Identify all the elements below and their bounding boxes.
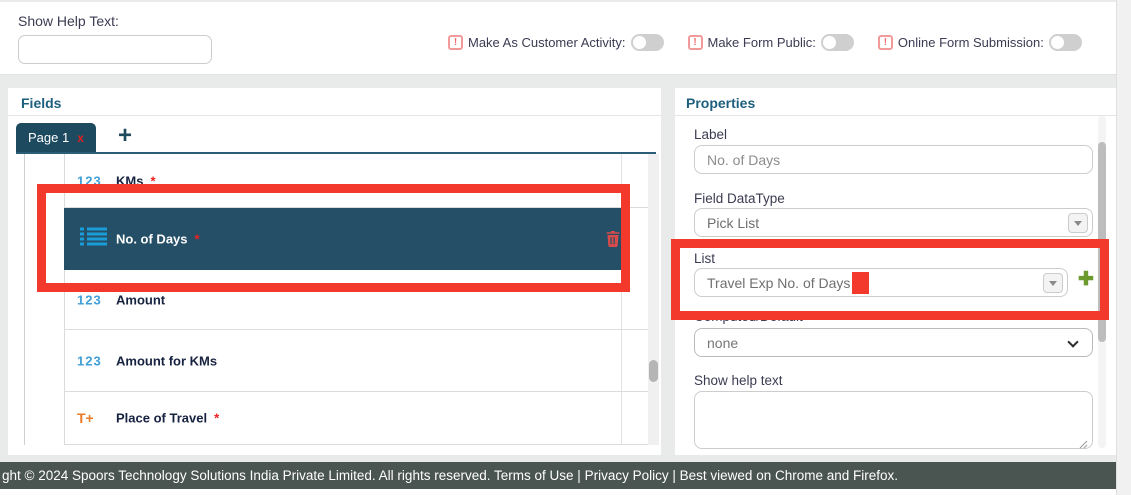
- switch-knob: [632, 35, 646, 49]
- show-help-text-property-label: Show help text: [694, 373, 783, 388]
- list-selected-value: Travel Exp No. of Days: [707, 274, 851, 291]
- scrollbar-thumb[interactable]: [649, 360, 658, 382]
- selected-row-highlight: [64, 208, 621, 270]
- computed-default-select[interactable]: none: [694, 328, 1093, 357]
- help-text-textarea[interactable]: [694, 391, 1093, 449]
- text-field-icon: T+: [77, 410, 94, 426]
- fields-panel: Fields Page 1 x + 123 KMs * No. of Days * …: [8, 88, 661, 455]
- computed-default-label: Computed/Default: [694, 309, 803, 324]
- field-row-place-of-travel[interactable]: T+ Place of Travel *: [64, 392, 656, 445]
- copyright-text: ght © 2024 Spoors Technology Solutions I…: [2, 468, 491, 483]
- required-asterisk: *: [150, 173, 156, 188]
- privacy-policy-link[interactable]: Privacy Policy: [584, 468, 669, 483]
- online-submission-label: Online Form Submission:: [897, 34, 1044, 50]
- add-list-button[interactable]: ✚: [1078, 269, 1094, 290]
- list-dropdown[interactable]: Travel Exp No. of Days: [694, 268, 1068, 297]
- label-input[interactable]: [694, 145, 1093, 174]
- required-asterisk: *: [194, 231, 200, 247]
- field-label: No. of Days *: [116, 231, 200, 247]
- divider: [621, 154, 622, 445]
- form-public-switch[interactable]: [820, 33, 854, 51]
- properties-scrollbar[interactable]: [1098, 116, 1106, 448]
- number-field-icon: 123: [77, 292, 102, 307]
- dropdown-arrow-icon[interactable]: [1068, 213, 1088, 233]
- divider: [64, 154, 65, 445]
- datatype-field-label: Field DataType: [694, 191, 785, 206]
- field-label: KMs *: [116, 173, 156, 188]
- list-field-label: List: [694, 251, 716, 266]
- fields-panel-title: Fields: [21, 95, 62, 111]
- footer: ght © 2024 Spoors Technology Solutions I…: [0, 462, 1116, 489]
- field-row-no-of-days[interactable]: No. of Days *: [64, 208, 656, 270]
- divider: [675, 115, 1116, 116]
- scrollbar-thumb[interactable]: [1098, 142, 1106, 342]
- dropdown-arrow-icon[interactable]: [1043, 273, 1063, 293]
- field-label: Amount: [116, 292, 166, 307]
- footer-separator: |: [672, 468, 676, 483]
- field-label: Amount for KMs: [116, 353, 218, 368]
- properties-panel-title: Properties: [686, 95, 756, 111]
- field-row-amount[interactable]: 123 Amount: [64, 270, 656, 330]
- required-asterisk: *: [214, 410, 220, 426]
- footer-separator: |: [577, 468, 581, 483]
- browser-notice-text: Best viewed on Chrome and Firefox.: [679, 468, 899, 483]
- customer-activity-switch[interactable]: [630, 33, 664, 51]
- form-public-toggle-item: ! Make Form Public:: [687, 33, 854, 51]
- form-public-label: Make Form Public:: [707, 34, 816, 50]
- field-row-amount-for-kms[interactable]: 123 Amount for KMs: [64, 330, 656, 392]
- add-page-button[interactable]: +: [117, 122, 132, 149]
- field-list: 123 KMs * No. of Days * 123 Amount 123 Amo…: [24, 154, 656, 445]
- field-list-scrollbar[interactable]: [648, 154, 659, 445]
- divider: [16, 152, 656, 154]
- online-submission-switch[interactable]: [1048, 33, 1082, 51]
- chevron-down-icon: [1067, 336, 1079, 348]
- number-field-icon: 123: [77, 173, 102, 188]
- switch-knob: [822, 35, 836, 49]
- online-submission-toggle-item: ! Online Form Submission:: [877, 33, 1082, 51]
- terms-of-use-link[interactable]: Terms of Use: [494, 468, 574, 483]
- switch-knob: [1050, 35, 1064, 49]
- computed-default-value: none: [707, 334, 739, 351]
- tab-page-1[interactable]: Page 1 x: [16, 123, 96, 152]
- footer-bottom-strip: [0, 489, 1116, 495]
- alert-icon: !: [448, 34, 463, 50]
- show-help-text-input[interactable]: [18, 35, 212, 64]
- close-page-icon[interactable]: x: [77, 130, 84, 145]
- properties-panel: Properties Label Field DataType Pick Lis…: [675, 88, 1116, 455]
- alert-icon: !: [877, 34, 893, 50]
- customer-activity-label: Make As Customer Activity:: [468, 34, 626, 50]
- datatype-selected-value: Pick List: [707, 214, 760, 231]
- topbar: Show Help Text: ! Make As Customer Activ…: [0, 2, 1116, 75]
- show-help-text-label: Show Help Text:: [18, 13, 119, 29]
- page-scrollbar[interactable]: [1116, 0, 1131, 495]
- page-tab-label: Page 1: [28, 130, 70, 145]
- field-label: Place of Travel *: [116, 410, 220, 426]
- resize-grip-icon[interactable]: [1079, 436, 1088, 454]
- customer-activity-toggle-item: ! Make As Customer Activity:: [448, 33, 664, 51]
- form-options-toggles: ! Make As Customer Activity: ! Make Form…: [448, 32, 1082, 52]
- delete-field-icon[interactable]: [606, 231, 620, 247]
- red-highlight-marker: [852, 272, 869, 294]
- divider: [8, 115, 661, 116]
- picklist-field-icon: [80, 227, 107, 251]
- field-row-kms[interactable]: 123 KMs *: [64, 154, 656, 208]
- alert-icon: !: [687, 34, 703, 50]
- number-field-icon: 123: [77, 353, 102, 368]
- label-field-label: Label: [694, 127, 728, 142]
- datatype-dropdown[interactable]: Pick List: [694, 208, 1093, 237]
